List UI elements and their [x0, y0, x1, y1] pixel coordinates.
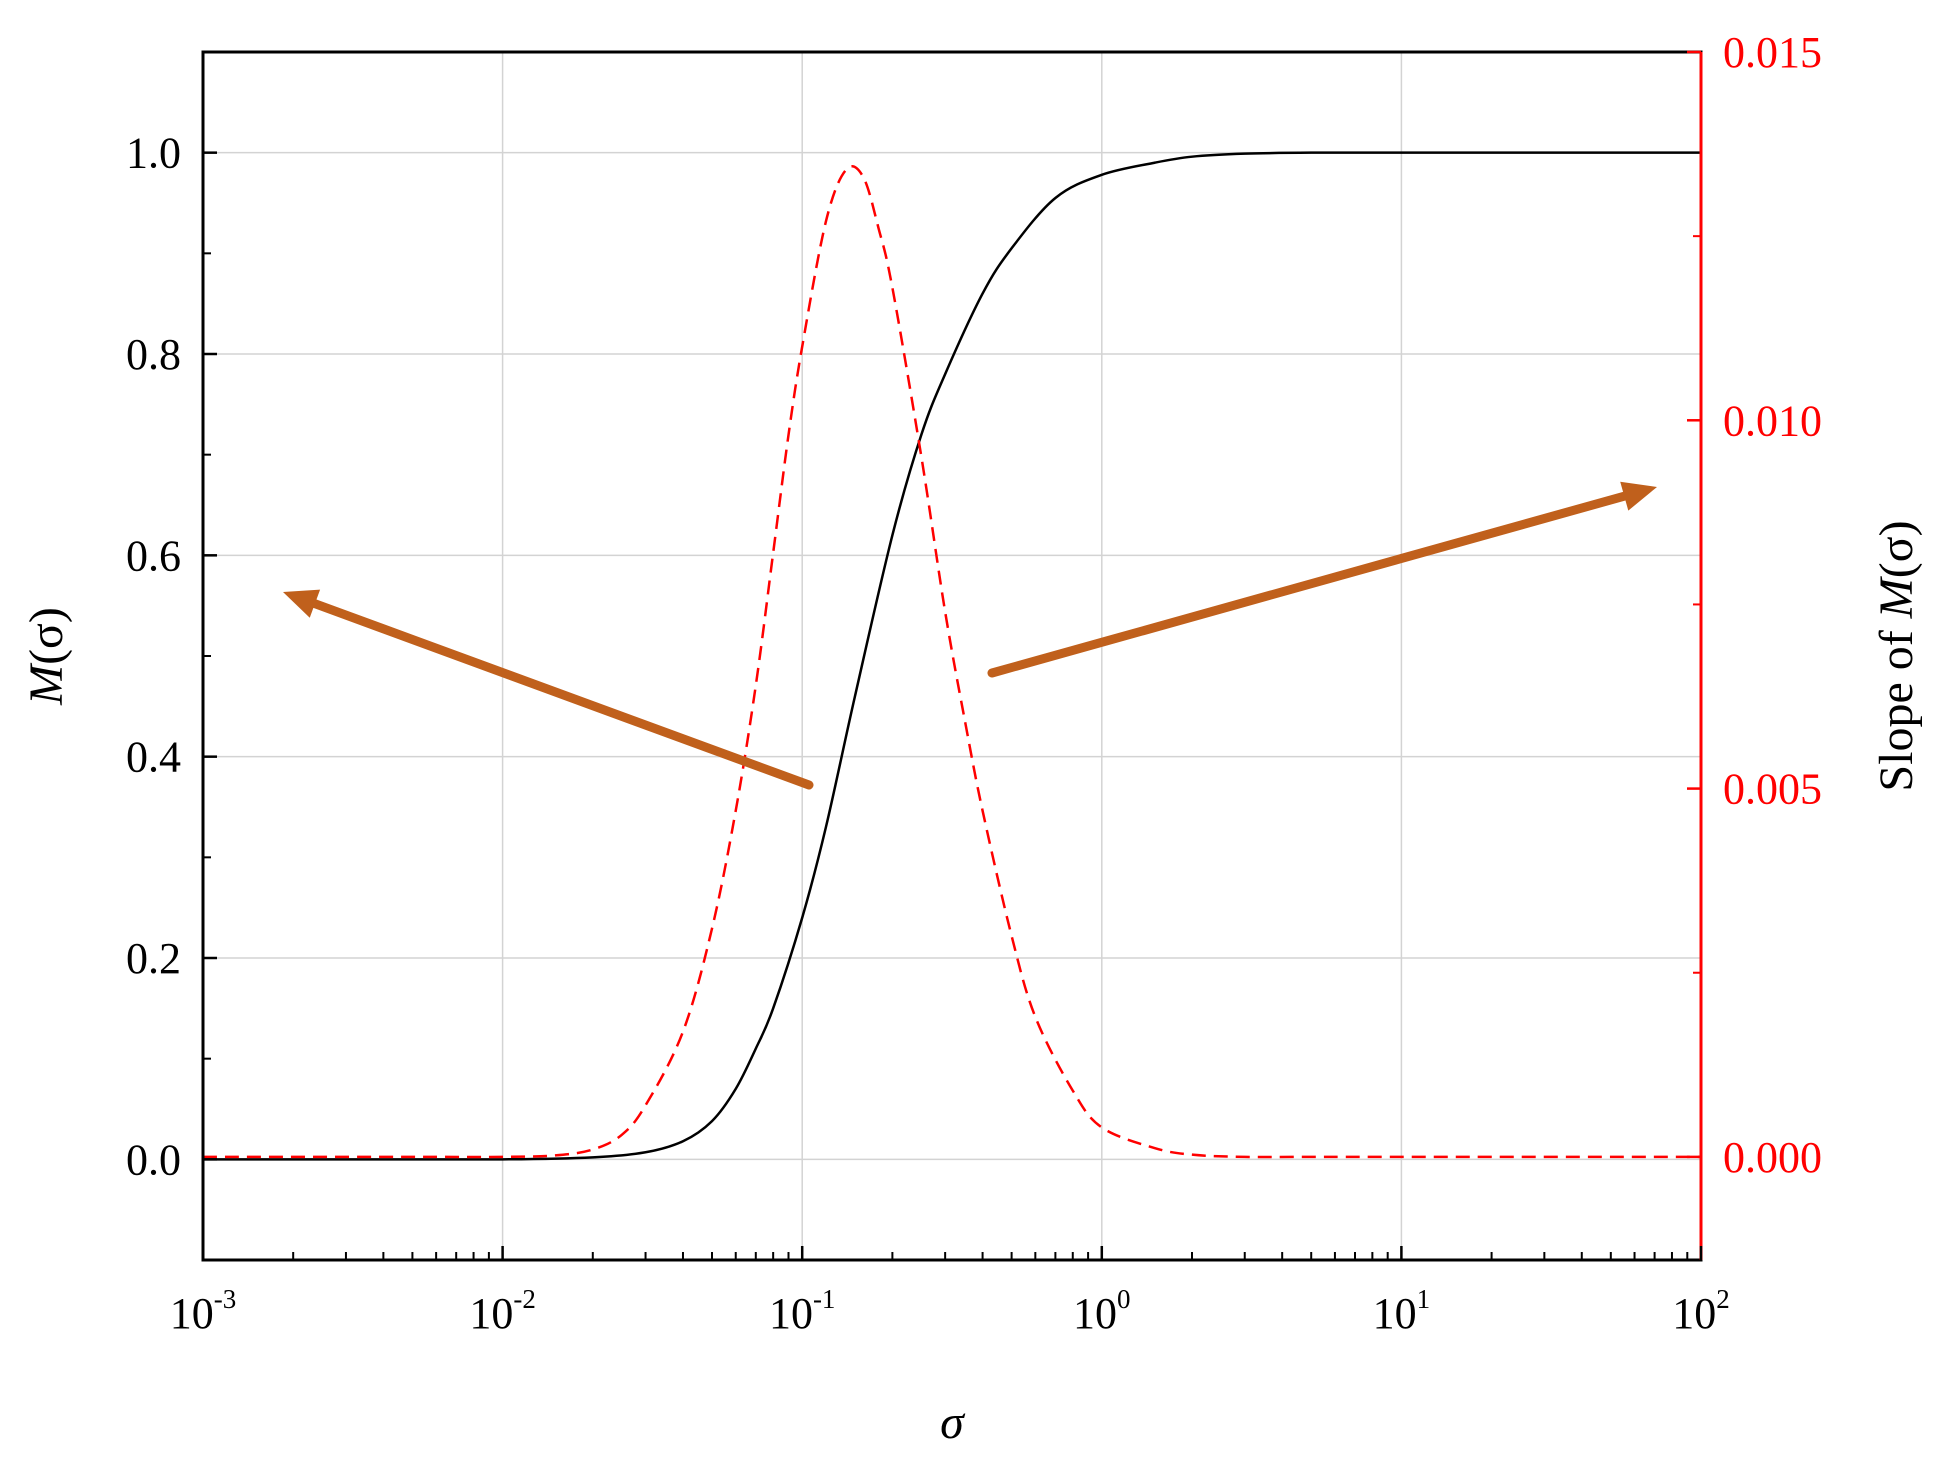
- y-right-axis-title: Slope of M(σ): [1870, 520, 1923, 791]
- x-tick-label: 10-3: [170, 1284, 237, 1338]
- x-tick-label: 100: [1073, 1284, 1131, 1338]
- x-axis-title: σ: [940, 1396, 966, 1449]
- y-left-tick-label: 0.0: [126, 1135, 181, 1184]
- series-layer: [202, 151, 1701, 1161]
- grid: [203, 52, 1701, 1260]
- y-right-tick-label: 0.015: [1723, 28, 1822, 77]
- arrow-to-right-axis-shaft: [987, 491, 1629, 678]
- y-left-tick-label: 0.4: [126, 733, 181, 782]
- y-left-tick-label: 0.6: [126, 531, 181, 580]
- y-right-tick-label: 0.005: [1723, 765, 1822, 814]
- slope-curve-dashed: [203, 165, 1701, 1159]
- x-tick-label: 10-1: [769, 1284, 836, 1338]
- x-tick-label: 10-2: [469, 1284, 535, 1338]
- x-tick-label: 102: [1672, 1284, 1730, 1338]
- annotations: [283, 481, 1657, 790]
- x-axis: 10-3 10-2 10-1 100 101 102: [170, 1246, 1730, 1338]
- arrow-to-left-axis-shaft: [310, 599, 814, 790]
- arrow-to-left-axis-head: [283, 589, 321, 618]
- y-axis-right: 0.000 0.005 0.010 0.015: [1687, 28, 1822, 1182]
- y-axis-left: 0.0 0.2 0.4 0.6 0.8 1.0: [126, 129, 217, 1184]
- arrow-to-left-axis: [283, 589, 814, 790]
- y-left-tick-label: 1.0: [126, 129, 181, 178]
- y-right-tick-label: 0.000: [1723, 1133, 1822, 1182]
- y-left-axis-title: M(σ): [20, 607, 73, 706]
- y-left-tick-label: 0.2: [126, 934, 181, 983]
- arrow-to-right-axis: [987, 481, 1657, 678]
- plot-frame: [201, 50, 1703, 1262]
- m-sigma-curve: [202, 151, 1701, 1161]
- x-tick-label: 101: [1373, 1284, 1431, 1338]
- arrow-to-right-axis-head: [1620, 481, 1657, 511]
- y-right-tick-label: 0.010: [1723, 396, 1822, 445]
- y-left-tick-label: 0.8: [126, 330, 181, 379]
